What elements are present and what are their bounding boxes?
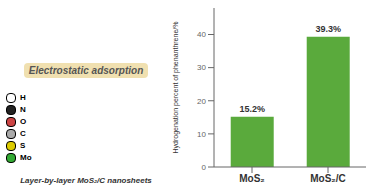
html-text:Layer-by-layer MoS₂/C nanoshee: Layer-by-layer MoS₂/C nanosheets (20, 176, 152, 185)
svg-text:39.3%: 39.3% (315, 24, 341, 34)
html-text:O: O (20, 117, 27, 126)
svg-text:15.2%: 15.2% (239, 104, 265, 114)
html-text:H: H (20, 93, 26, 102)
html-text:Mo: Mo (20, 153, 32, 162)
svg-text:MoS₂/C: MoS₂/C (310, 173, 346, 184)
svg-text:MoS₂: MoS₂ (239, 173, 265, 184)
svg-text:40: 40 (197, 30, 206, 39)
svg-text:0: 0 (202, 163, 207, 172)
svg-text:10: 10 (197, 130, 206, 139)
html-text:Electrostatic adsorption: Electrostatic adsorption (28, 65, 144, 76)
svg-text:20: 20 (197, 97, 206, 106)
html-text:S: S (20, 141, 26, 150)
html-text:C: C (20, 129, 26, 138)
svg-text:30: 30 (197, 63, 206, 72)
svg-text:Hydrogenation percent of phena: Hydrogenation percent of phenanthrene/% (172, 22, 180, 154)
html-text:N: N (20, 105, 26, 114)
